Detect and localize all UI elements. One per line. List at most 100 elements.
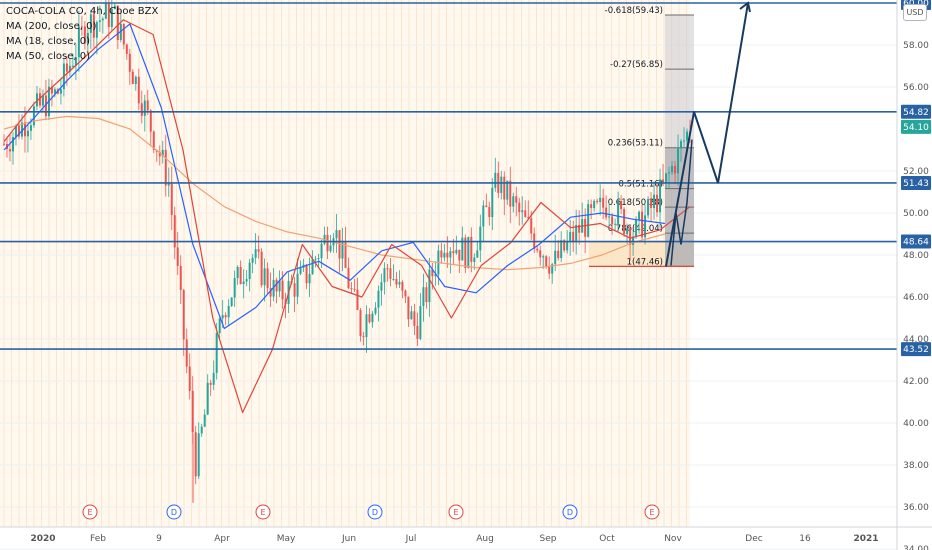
candle-body bbox=[500, 176, 503, 193]
candle-body bbox=[560, 240, 563, 259]
candle-body bbox=[614, 223, 617, 225]
candle-body bbox=[479, 226, 482, 251]
candle-body bbox=[143, 100, 146, 116]
candle-body bbox=[122, 24, 125, 45]
candle-body bbox=[197, 433, 200, 477]
candle-body bbox=[686, 131, 689, 141]
candle-body bbox=[251, 257, 254, 263]
candle-body bbox=[521, 210, 524, 213]
ma-18-line bbox=[3, 19, 691, 414]
level-price-label: 54.82 bbox=[903, 108, 929, 118]
ma-200-line bbox=[3, 115, 666, 271]
candle-body bbox=[320, 243, 323, 259]
candle-body bbox=[431, 269, 434, 277]
projection-line bbox=[665, 2, 749, 267]
candle-body bbox=[179, 265, 182, 291]
candle-body bbox=[173, 215, 176, 248]
price-tick-label: 34.00 bbox=[903, 545, 929, 550]
candle-body bbox=[446, 252, 449, 258]
candle-body bbox=[89, 14, 92, 33]
candle-body bbox=[278, 280, 281, 292]
indicator-ma-50[interactable]: MA (50, close, 0) bbox=[6, 51, 91, 62]
indicator-ma-200[interactable]: MA (200, close, 0) bbox=[6, 21, 97, 32]
candle-body bbox=[233, 278, 236, 298]
candle-body bbox=[191, 390, 194, 433]
candle-body bbox=[269, 288, 272, 297]
candle-body bbox=[464, 237, 467, 269]
price-tick-label: 38.00 bbox=[903, 461, 929, 471]
candle-body bbox=[662, 179, 665, 183]
candle-body bbox=[644, 215, 647, 238]
candle-body bbox=[152, 131, 155, 151]
candle-body bbox=[440, 250, 443, 258]
time-tick-label: 16 bbox=[799, 534, 811, 544]
time-tick-label: Jul bbox=[405, 534, 417, 544]
candle-body bbox=[683, 140, 686, 142]
candle-body bbox=[623, 209, 626, 234]
time-tick-label: 9 bbox=[156, 534, 162, 544]
candle-body bbox=[584, 219, 587, 237]
candle-body bbox=[665, 173, 668, 183]
price-tick-label: 46.00 bbox=[903, 293, 929, 303]
candle-body bbox=[158, 151, 161, 157]
candle-body bbox=[113, 5, 116, 9]
candle-body bbox=[410, 311, 413, 320]
candle-body bbox=[164, 149, 167, 186]
candle-body bbox=[488, 207, 491, 218]
candle-body bbox=[617, 200, 620, 224]
candle-body bbox=[482, 205, 485, 227]
candle-body bbox=[656, 194, 659, 213]
candle-body bbox=[26, 130, 29, 137]
candle-body bbox=[353, 288, 356, 290]
candle-body bbox=[650, 199, 653, 209]
candle-body bbox=[356, 289, 359, 311]
candle-body bbox=[590, 204, 593, 209]
candle-body bbox=[245, 279, 248, 282]
candle-body bbox=[449, 251, 452, 258]
candle-body bbox=[557, 250, 560, 259]
candle-body bbox=[674, 165, 677, 174]
candle-body bbox=[566, 241, 569, 251]
candle-body bbox=[221, 315, 224, 319]
candle-body bbox=[149, 110, 152, 132]
time-axis: 2020 Feb 9 Apr May Jun Jul Aug Sep Oct Nov Dec 16 202… bbox=[0, 526, 932, 544]
price-tick-label: 44.00 bbox=[903, 335, 929, 345]
candle-body bbox=[341, 242, 344, 259]
candle-body bbox=[326, 234, 329, 252]
projection-zigzag bbox=[670, 139, 693, 266]
candle-body bbox=[38, 93, 41, 106]
candle-body bbox=[8, 149, 11, 152]
candle-body bbox=[668, 172, 671, 174]
candle-body bbox=[554, 250, 557, 265]
level-price-label: 51.43 bbox=[903, 179, 929, 189]
candle-body bbox=[104, 3, 107, 19]
candle-body bbox=[335, 230, 338, 239]
candle-body bbox=[395, 278, 398, 285]
candle-body bbox=[524, 210, 527, 218]
event-letter: D bbox=[372, 508, 378, 517]
price-tick-label: 52.00 bbox=[903, 167, 929, 177]
indicator-ma-18[interactable]: MA (18, close, 0) bbox=[6, 36, 91, 47]
candle-body bbox=[125, 44, 128, 54]
candle-body bbox=[671, 165, 674, 173]
event-letter: D bbox=[171, 508, 177, 517]
price-axis: 34.00 36.00 38.00 40.00 42.00 44.00 46.00 48.00… bbox=[896, 0, 929, 550]
candle-body bbox=[419, 305, 422, 339]
candle-body bbox=[605, 207, 608, 218]
candle-body bbox=[74, 57, 77, 66]
candle-body bbox=[599, 197, 602, 203]
chart-grid bbox=[0, 44, 897, 550]
candle-body bbox=[575, 224, 578, 243]
candle-body bbox=[194, 432, 197, 477]
candle-body bbox=[203, 414, 206, 427]
candle-body bbox=[629, 228, 632, 245]
candle-body bbox=[416, 325, 419, 339]
candle-body bbox=[308, 274, 311, 284]
currency-button[interactable]: USD bbox=[903, 4, 927, 21]
candle-body bbox=[398, 281, 401, 285]
level-price-tag bbox=[901, 234, 931, 249]
candle-body bbox=[59, 89, 62, 94]
candle-body bbox=[239, 267, 242, 285]
